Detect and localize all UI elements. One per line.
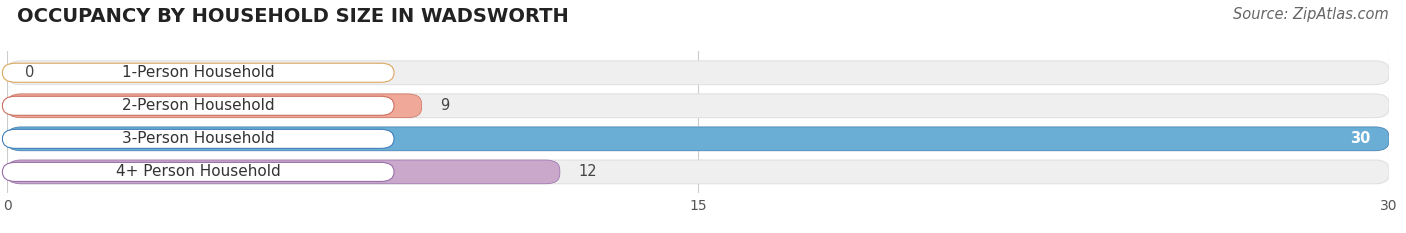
FancyBboxPatch shape xyxy=(3,162,394,182)
Text: 4+ Person Household: 4+ Person Household xyxy=(115,164,281,179)
FancyBboxPatch shape xyxy=(7,94,422,118)
Text: Source: ZipAtlas.com: Source: ZipAtlas.com xyxy=(1233,7,1389,22)
Text: 30: 30 xyxy=(1350,131,1371,146)
Text: 1-Person Household: 1-Person Household xyxy=(122,65,274,80)
Text: 12: 12 xyxy=(578,164,598,179)
FancyBboxPatch shape xyxy=(7,94,1389,118)
FancyBboxPatch shape xyxy=(7,160,1389,184)
FancyBboxPatch shape xyxy=(3,96,394,115)
FancyBboxPatch shape xyxy=(7,160,560,184)
Text: 3-Person Household: 3-Person Household xyxy=(122,131,274,146)
FancyBboxPatch shape xyxy=(3,129,394,148)
Text: 2-Person Household: 2-Person Household xyxy=(122,98,274,113)
FancyBboxPatch shape xyxy=(3,63,394,82)
Text: 9: 9 xyxy=(440,98,450,113)
FancyBboxPatch shape xyxy=(7,127,1389,151)
Text: 0: 0 xyxy=(25,65,35,80)
Text: OCCUPANCY BY HOUSEHOLD SIZE IN WADSWORTH: OCCUPANCY BY HOUSEHOLD SIZE IN WADSWORTH xyxy=(17,7,568,26)
FancyBboxPatch shape xyxy=(7,61,1389,85)
FancyBboxPatch shape xyxy=(7,127,1389,151)
